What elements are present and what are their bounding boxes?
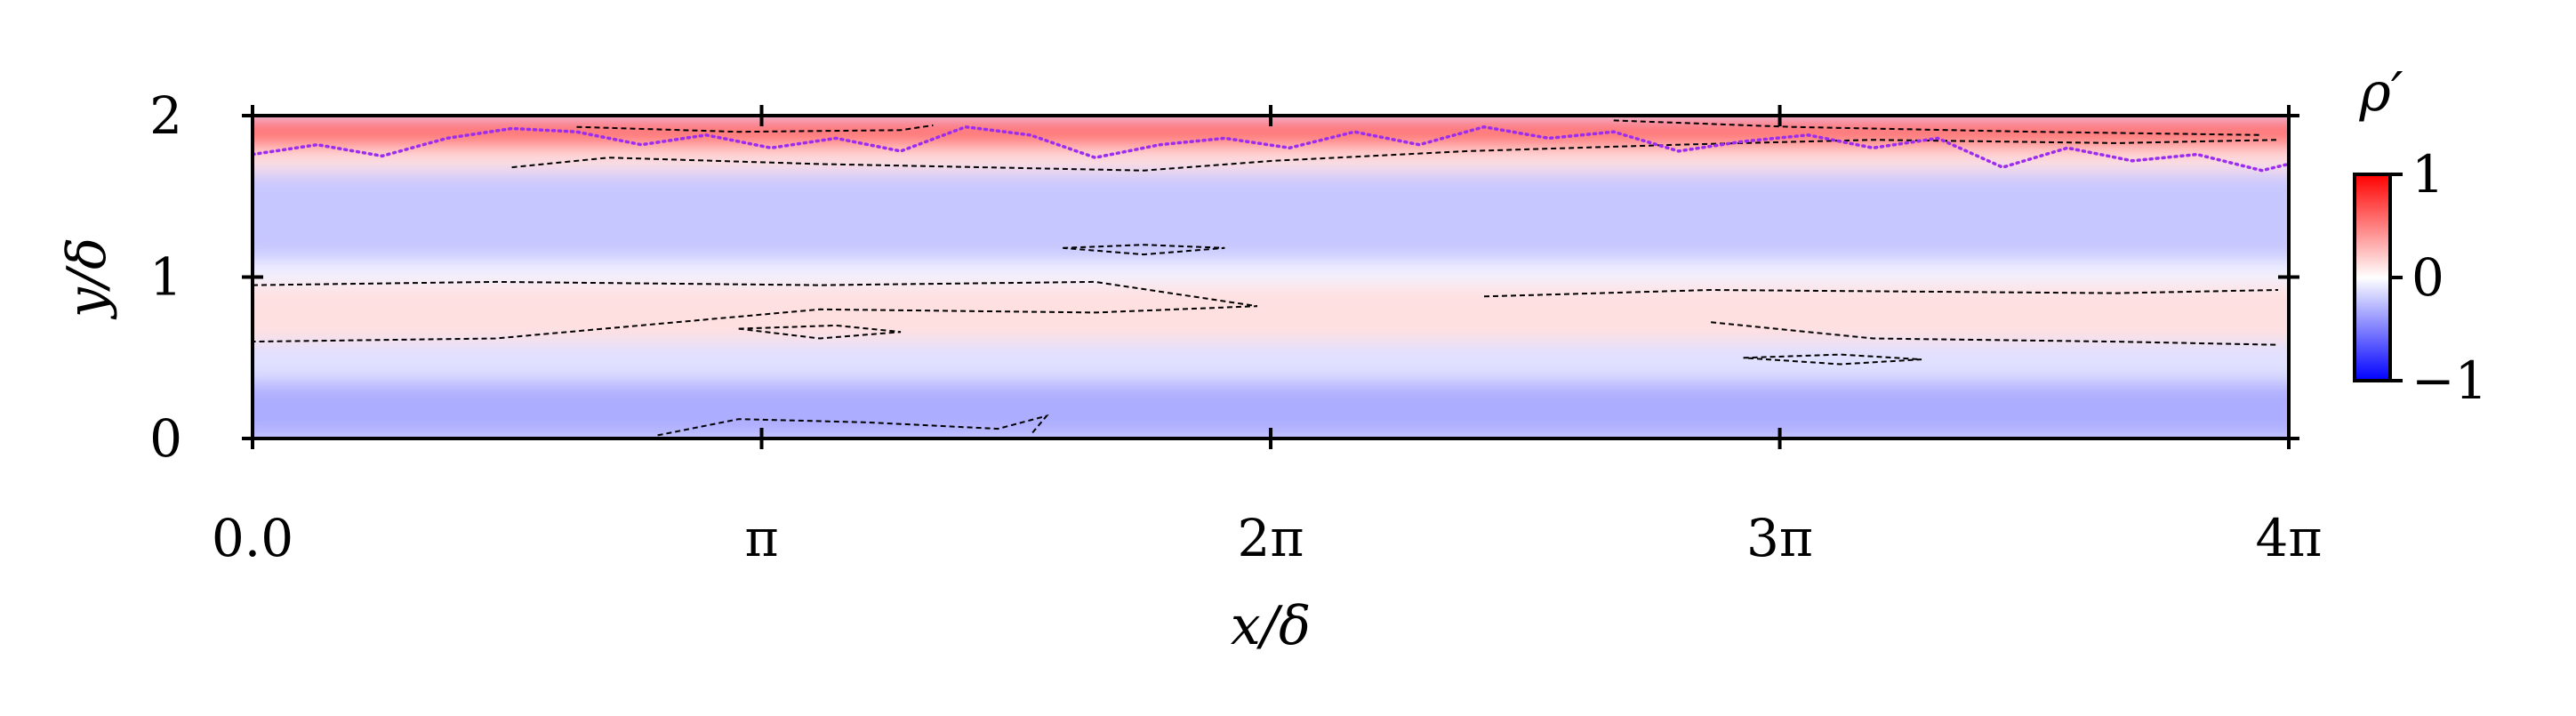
x-tick-label-4: 4π bbox=[2255, 508, 2322, 568]
contour-island-a bbox=[1063, 244, 1225, 256]
field-band-3 bbox=[253, 261, 2289, 286]
field-band-2 bbox=[253, 172, 2289, 261]
colorbar-title: ρ′ bbox=[2359, 61, 2403, 124]
colorbar-tick-label-1: 0 bbox=[2411, 247, 2444, 308]
x-tick-label-3: 3π bbox=[1746, 508, 1813, 568]
contour-lines bbox=[253, 119, 2279, 437]
field-band-5 bbox=[253, 342, 2289, 382]
x-tick-label-1: π bbox=[744, 508, 778, 568]
x-axis-label: x/δ bbox=[1231, 595, 1311, 657]
y-axis: 0 1 2 bbox=[149, 85, 2299, 469]
field-band-1 bbox=[253, 148, 2289, 173]
x-tick-label-2: 2π bbox=[1238, 508, 1304, 568]
colorbar-gradient bbox=[2353, 173, 2392, 382]
colorbar-tick-label-2: −1 bbox=[2411, 350, 2488, 411]
colorbar-tick-label-0: 1 bbox=[2411, 144, 2444, 205]
interface-line bbox=[253, 125, 2289, 173]
contour-island-b bbox=[1743, 353, 1922, 366]
contour-bottom bbox=[657, 414, 1049, 437]
y-tick-label-1: 1 bbox=[149, 247, 182, 308]
contour-top-left bbox=[576, 124, 934, 133]
heatmap-field bbox=[253, 116, 2289, 438]
plot-area: 0.0 π 2π 3π 4π 0 1 2 bbox=[149, 85, 2322, 568]
field-band-4 bbox=[253, 285, 2289, 342]
contour-mid-right bbox=[1483, 288, 2279, 298]
y-tick-label-2: 2 bbox=[149, 85, 182, 146]
x-tick-label-0: 0.0 bbox=[212, 508, 293, 568]
colorbar: ρ′ 1 0 −1 bbox=[2353, 61, 2488, 411]
contour-mid-right-lower bbox=[1711, 321, 2279, 346]
x-axis: 0.0 π 2π 3π 4π bbox=[212, 105, 2323, 568]
y-tick-label-0: 0 bbox=[149, 408, 182, 469]
contour-top-right bbox=[1613, 119, 2262, 136]
contour-island-c bbox=[738, 324, 902, 340]
y-axis-label: y/δ bbox=[56, 237, 118, 320]
contour-mid-upper bbox=[253, 280, 1258, 343]
interface-overlay bbox=[253, 125, 2289, 173]
